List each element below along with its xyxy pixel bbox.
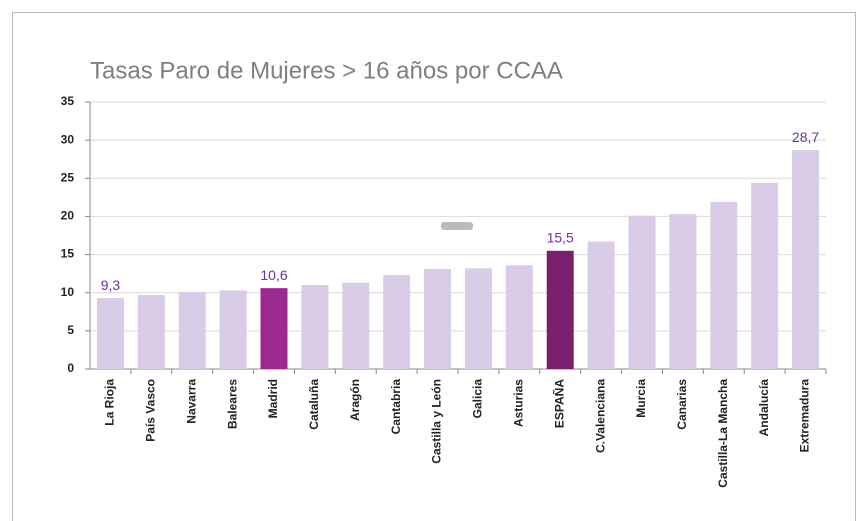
bar bbox=[137, 295, 165, 369]
data-label: 28,7 bbox=[792, 129, 819, 145]
bar bbox=[505, 265, 533, 369]
x-tick-label: Castilla-La Mancha bbox=[716, 379, 730, 488]
y-tick-label: 10 bbox=[61, 285, 75, 299]
y-tick-label: 35 bbox=[61, 94, 75, 108]
x-tick-label: Baleares bbox=[225, 379, 239, 429]
x-tick-label: ESPAÑA bbox=[551, 379, 566, 428]
bar bbox=[96, 298, 124, 369]
y-tick-label: 0 bbox=[67, 361, 74, 375]
x-tick-label: Andalucía bbox=[757, 379, 771, 437]
bar bbox=[219, 290, 247, 369]
bar bbox=[464, 268, 492, 369]
x-tick-label: Madrid bbox=[266, 379, 280, 418]
x-tick-label: Cantabria bbox=[389, 379, 403, 435]
y-tick-label: 20 bbox=[61, 209, 75, 223]
x-tick-label: Extremadura bbox=[798, 379, 812, 453]
y-tick-label: 5 bbox=[67, 323, 74, 337]
bar bbox=[587, 241, 615, 369]
bar bbox=[301, 285, 329, 369]
x-tick-label: La Rioja bbox=[103, 379, 117, 426]
bar bbox=[751, 182, 779, 369]
x-tick-label: Galicia bbox=[471, 379, 485, 419]
bar bbox=[628, 215, 656, 369]
data-label: 9,3 bbox=[101, 277, 121, 293]
x-tick-label: Cataluña bbox=[307, 379, 321, 430]
x-tick-label: Asturias bbox=[512, 379, 526, 427]
blur-artifact bbox=[441, 222, 473, 230]
chart-title: Tasas Paro de Mujeres > 16 años por CCAA bbox=[90, 57, 563, 84]
y-tick-label: 15 bbox=[61, 247, 75, 261]
x-tick-label: Aragón bbox=[348, 379, 362, 421]
bar bbox=[710, 201, 738, 369]
data-label: 10,6 bbox=[260, 267, 287, 283]
bar bbox=[792, 150, 820, 369]
x-tick-label: País Vasco bbox=[144, 379, 158, 442]
y-tick-label: 25 bbox=[61, 170, 75, 184]
x-tick-label: Murcia bbox=[634, 379, 648, 418]
bar bbox=[546, 250, 574, 369]
bar bbox=[342, 282, 370, 369]
y-tick-label: 30 bbox=[61, 132, 75, 146]
bar bbox=[260, 288, 288, 369]
x-tick-label: C.Valenciana bbox=[593, 379, 607, 453]
bar bbox=[424, 269, 452, 369]
bar bbox=[669, 214, 697, 369]
bar bbox=[383, 275, 411, 369]
bar bbox=[178, 291, 206, 369]
x-tick-label: Canarias bbox=[675, 379, 689, 430]
data-label: 15,5 bbox=[547, 229, 574, 245]
x-tick-label: Navarra bbox=[184, 379, 198, 424]
x-tick-label: Castilla y León bbox=[430, 379, 444, 464]
